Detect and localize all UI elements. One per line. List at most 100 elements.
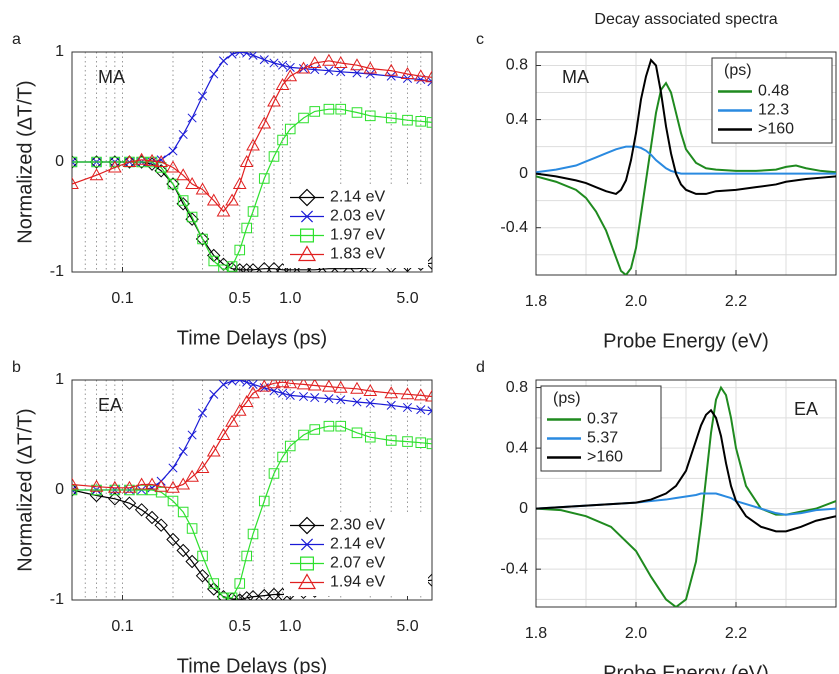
data-marker bbox=[384, 63, 399, 76]
y-tick-label: -1 bbox=[50, 263, 64, 280]
data-marker bbox=[402, 114, 413, 126]
x-axis-label: Time Delays (ps) bbox=[177, 655, 327, 674]
series-line bbox=[72, 60, 432, 213]
data-marker bbox=[246, 263, 260, 272]
data-marker bbox=[413, 388, 428, 401]
data-marker bbox=[415, 116, 427, 127]
data-marker bbox=[167, 178, 179, 190]
data-marker bbox=[234, 244, 246, 256]
data-marker bbox=[335, 420, 347, 432]
y-tick-label: 0.8 bbox=[506, 379, 528, 396]
x-tick-label: 0.1 bbox=[111, 290, 133, 307]
data-marker bbox=[89, 155, 104, 169]
data-marker bbox=[298, 391, 309, 402]
data-marker bbox=[352, 397, 362, 407]
data-marker bbox=[239, 154, 254, 167]
legend-label: 5.37 bbox=[587, 430, 618, 447]
data-marker bbox=[107, 160, 122, 173]
data-marker bbox=[185, 554, 199, 569]
data-marker bbox=[235, 380, 245, 385]
data-marker bbox=[89, 168, 104, 181]
legend-label: 1.83 eV bbox=[330, 246, 385, 263]
data-marker bbox=[267, 261, 281, 272]
data-marker bbox=[426, 438, 432, 450]
data-marker bbox=[195, 460, 210, 473]
data-marker bbox=[427, 406, 432, 416]
data-marker bbox=[350, 58, 364, 71]
data-marker bbox=[324, 394, 334, 404]
data-marker bbox=[72, 483, 79, 497]
data-marker bbox=[364, 110, 376, 122]
legend-label: 12.3 bbox=[758, 102, 789, 119]
series-line bbox=[536, 145, 836, 175]
y-tick-label: 1 bbox=[55, 371, 64, 388]
data-marker bbox=[72, 156, 78, 168]
data-marker bbox=[235, 52, 245, 57]
series-group bbox=[536, 385, 836, 607]
data-marker bbox=[277, 134, 288, 146]
data-marker bbox=[241, 550, 252, 562]
data-marker bbox=[322, 380, 336, 392]
data-marker bbox=[258, 495, 270, 507]
data-marker bbox=[307, 380, 322, 391]
data-marker bbox=[241, 222, 252, 234]
data-marker bbox=[350, 381, 364, 394]
data-marker bbox=[122, 480, 137, 493]
data-marker bbox=[425, 70, 432, 83]
data-marker bbox=[284, 440, 296, 452]
data-marker bbox=[310, 393, 320, 403]
data-marker bbox=[283, 69, 298, 82]
x-tick-label: 1.0 bbox=[279, 290, 301, 307]
data-marker bbox=[267, 380, 281, 389]
legend-marker bbox=[300, 556, 314, 571]
x-tick-label: 0.1 bbox=[111, 618, 133, 635]
series-line bbox=[536, 81, 836, 275]
legend-label: 0.37 bbox=[587, 411, 618, 428]
data-marker bbox=[186, 523, 198, 534]
data-marker bbox=[218, 264, 229, 272]
annotation: MA bbox=[98, 67, 125, 87]
x-axis-label: Probe Energy (eV) bbox=[603, 662, 769, 674]
series-line bbox=[72, 381, 432, 489]
data-marker bbox=[227, 52, 237, 59]
data-marker bbox=[416, 405, 426, 415]
x-tick-label: 2.0 bbox=[625, 625, 647, 642]
data-marker bbox=[177, 506, 189, 518]
data-marker bbox=[351, 107, 363, 118]
y-tick-label: 0.4 bbox=[506, 439, 528, 456]
data-marker bbox=[145, 477, 159, 490]
data-marker bbox=[176, 543, 190, 558]
x-tick-label: 2.2 bbox=[725, 625, 747, 642]
data-marker bbox=[197, 550, 208, 562]
data-marker bbox=[296, 61, 311, 74]
data-marker bbox=[336, 395, 346, 405]
data-marker bbox=[136, 484, 147, 496]
data-marker bbox=[257, 116, 272, 129]
data-marker bbox=[225, 414, 239, 427]
data-marker bbox=[232, 403, 247, 416]
x-axis-label: Time Delays (ps) bbox=[177, 327, 327, 349]
data-marker bbox=[363, 383, 378, 396]
data-marker bbox=[185, 176, 199, 189]
data-marker bbox=[72, 176, 79, 189]
data-marker bbox=[402, 436, 413, 447]
data-marker bbox=[232, 176, 247, 189]
data-marker bbox=[363, 61, 378, 74]
data-marker bbox=[242, 52, 252, 58]
x-tick-label: 5.0 bbox=[396, 618, 418, 635]
data-marker bbox=[333, 55, 348, 68]
data-marker bbox=[145, 510, 159, 525]
legend-label: 2.30 eV bbox=[330, 517, 385, 534]
legend-label: 0.48 bbox=[758, 83, 789, 100]
series-line bbox=[536, 58, 836, 196]
data-marker bbox=[168, 146, 178, 156]
data-marker bbox=[72, 477, 79, 490]
data-marker bbox=[310, 65, 320, 75]
data-marker bbox=[195, 569, 210, 583]
data-marker bbox=[176, 477, 191, 490]
series-group bbox=[536, 58, 836, 275]
panel-label: b bbox=[12, 359, 21, 376]
legend-marker bbox=[298, 516, 316, 535]
data-marker bbox=[257, 261, 271, 272]
y-tick-label: 0 bbox=[519, 500, 528, 517]
